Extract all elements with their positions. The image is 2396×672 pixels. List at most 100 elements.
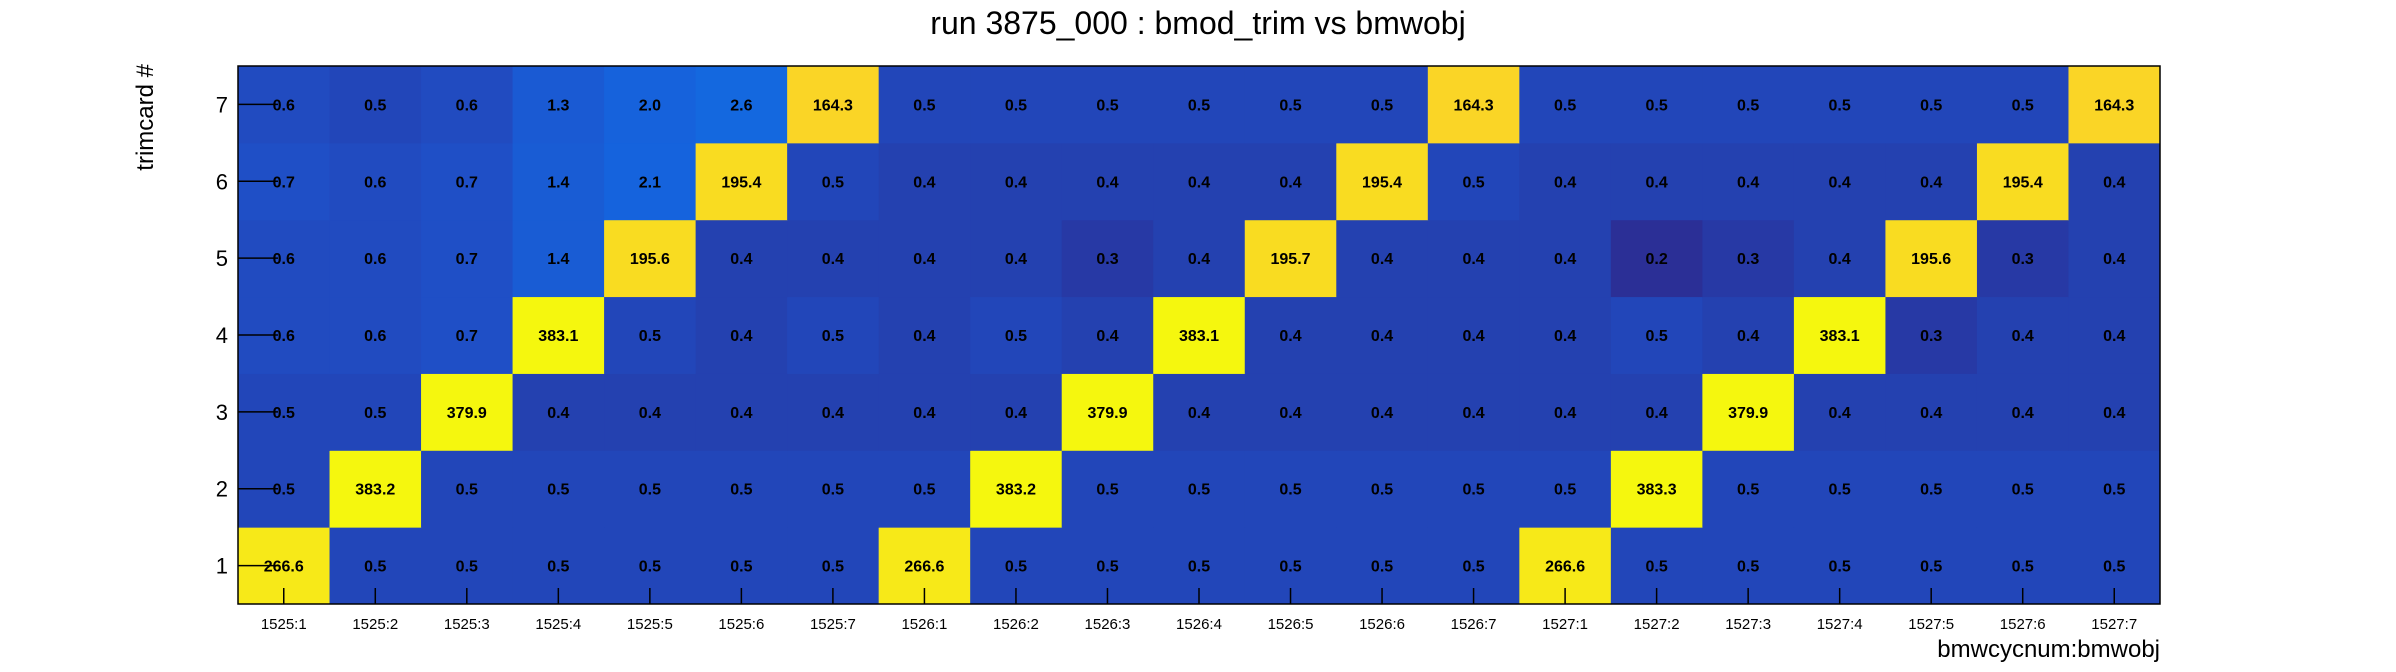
heatmap-cell bbox=[878, 296, 971, 374]
heatmap-cell-labels: 266.6 0.5 0.5 0.5 0.5 0.5 0.5 266.6 0.5 0.5 0.5 0.5… bbox=[264, 97, 2135, 575]
cell-value-label: 195.6 bbox=[630, 251, 670, 268]
cell-value-label: 0.4 bbox=[1920, 174, 1942, 191]
cell-value-label: 0.4 bbox=[1096, 328, 1118, 345]
cell-value-label: 0.4 bbox=[1371, 405, 1393, 422]
heatmap-cell bbox=[1976, 66, 2069, 144]
heatmap-cell bbox=[1702, 296, 1795, 374]
heatmap-cell bbox=[1153, 296, 1246, 374]
cell-value-label: 0.4 bbox=[1462, 405, 1484, 422]
cell-value-label: 383.1 bbox=[1179, 328, 1219, 345]
cell-value-label: 0.4 bbox=[1188, 405, 1210, 422]
y-tick-label: 3 bbox=[216, 400, 228, 425]
cell-value-label: 0.4 bbox=[1371, 251, 1393, 268]
cell-value-label: 0.5 bbox=[1737, 559, 1759, 576]
heatmap-cell bbox=[695, 373, 788, 451]
x-tick-label: 1527:4 bbox=[1817, 616, 1863, 633]
cell-value-label: 0.5 bbox=[456, 559, 478, 576]
cell-value-label: 0.3 bbox=[1737, 251, 1759, 268]
cell-value-label: 0.5 bbox=[913, 482, 935, 499]
heatmap-cell bbox=[970, 219, 1063, 298]
heatmap-cell bbox=[695, 450, 788, 528]
y-tick-label: 6 bbox=[216, 169, 228, 194]
cell-value-label: 1.4 bbox=[547, 174, 569, 191]
heatmap-cell bbox=[1244, 219, 1337, 298]
heatmap-cell bbox=[787, 142, 880, 221]
heatmap-cell bbox=[1427, 450, 1520, 528]
cell-value-label: 0.5 bbox=[1554, 482, 1576, 499]
heatmap-cell bbox=[329, 373, 422, 451]
cell-value-label: 0.4 bbox=[1920, 405, 1942, 422]
heatmap-cell bbox=[878, 373, 971, 451]
cell-value-label: 0.4 bbox=[1462, 251, 1484, 268]
x-axis: 1525:1 1525:2 1525:3 1525:4 1525:5 1525:6 1525… bbox=[261, 588, 2137, 633]
heatmap-cell bbox=[329, 66, 422, 144]
heatmap-cell bbox=[1976, 219, 2069, 298]
heatmap-cell bbox=[1336, 296, 1429, 374]
cell-value-label: 0.5 bbox=[273, 482, 295, 499]
cell-value-label: 0.4 bbox=[1371, 328, 1393, 345]
x-tick-label: 1525:2 bbox=[352, 616, 398, 633]
cell-value-label: 0.5 bbox=[639, 559, 661, 576]
cell-value-label: 2.0 bbox=[639, 97, 661, 114]
y-axis-title: trimcard # bbox=[132, 63, 159, 170]
heatmap-cell bbox=[1244, 373, 1337, 451]
cell-value-label: 0.4 bbox=[1737, 328, 1759, 345]
cell-value-label: 0.5 bbox=[730, 482, 752, 499]
heatmap-cell bbox=[421, 450, 514, 528]
heatmap-cell bbox=[1061, 373, 1154, 451]
heatmap-cell bbox=[1610, 219, 1703, 298]
x-axis-title: bmwcycnum:bmwobj bbox=[1937, 636, 2160, 663]
cell-value-label: 0.4 bbox=[1279, 405, 1301, 422]
cell-value-label: 0.4 bbox=[1188, 174, 1210, 191]
cell-value-label: 0.4 bbox=[1554, 174, 1576, 191]
heatmap-cell bbox=[421, 66, 514, 144]
heatmap-cell bbox=[2068, 142, 2161, 221]
cell-value-label: 195.4 bbox=[721, 174, 761, 191]
cell-value-label: 164.3 bbox=[1454, 97, 1494, 114]
heatmap-cell bbox=[1793, 142, 1886, 221]
cell-value-label: 195.7 bbox=[1271, 251, 1311, 268]
cell-value-label: 2.6 bbox=[730, 97, 752, 114]
cell-value-label: 379.9 bbox=[1087, 405, 1127, 422]
heatmap-cell bbox=[1061, 142, 1154, 221]
cell-value-label: 0.5 bbox=[1462, 174, 1484, 191]
cell-value-label: 0.6 bbox=[273, 251, 295, 268]
heatmap-cell bbox=[512, 66, 605, 144]
heatmap-cell bbox=[1153, 450, 1246, 528]
heatmap-cell bbox=[970, 142, 1063, 221]
cell-value-label: 0.5 bbox=[1645, 97, 1667, 114]
heatmap-cell bbox=[1702, 142, 1795, 221]
x-tick-label: 1527:5 bbox=[1908, 616, 1954, 633]
cell-value-label: 0.6 bbox=[456, 97, 478, 114]
cell-value-label: 0.4 bbox=[1279, 328, 1301, 345]
heatmap-cell bbox=[695, 66, 788, 144]
cell-value-label: 0.4 bbox=[639, 405, 661, 422]
cell-value-label: 0.4 bbox=[2103, 405, 2125, 422]
cell-value-label: 0.4 bbox=[1279, 174, 1301, 191]
heatmap-cell bbox=[1153, 219, 1246, 298]
cell-value-label: 0.5 bbox=[1096, 559, 1118, 576]
x-tick-label: 1525:6 bbox=[718, 616, 764, 633]
x-tick-label: 1526:2 bbox=[993, 616, 1039, 633]
cell-value-label: 0.5 bbox=[1279, 559, 1301, 576]
heatmap-cell bbox=[1885, 142, 1978, 221]
heatmap-cell bbox=[329, 296, 422, 374]
cell-value-label: 383.1 bbox=[1820, 328, 1860, 345]
cell-value-label: 0.5 bbox=[913, 97, 935, 114]
heatmap-cell bbox=[1976, 373, 2069, 451]
cell-value-label: 0.5 bbox=[822, 328, 844, 345]
heatmap-cell bbox=[329, 450, 422, 528]
heatmap-cell bbox=[1244, 142, 1337, 221]
cell-value-label: 0.5 bbox=[364, 97, 386, 114]
heatmap-cell bbox=[970, 450, 1063, 528]
cell-value-label: 0.5 bbox=[1737, 482, 1759, 499]
cell-value-label: 195.4 bbox=[2003, 174, 2043, 191]
heatmap-cell bbox=[970, 296, 1063, 374]
cell-value-label: 0.6 bbox=[273, 328, 295, 345]
heatmap-cell bbox=[1153, 142, 1246, 221]
cell-value-label: 1.4 bbox=[547, 251, 569, 268]
cell-value-label: 0.4 bbox=[1645, 174, 1667, 191]
heatmap-cell bbox=[604, 66, 697, 144]
x-tick-label: 1525:4 bbox=[535, 616, 581, 633]
